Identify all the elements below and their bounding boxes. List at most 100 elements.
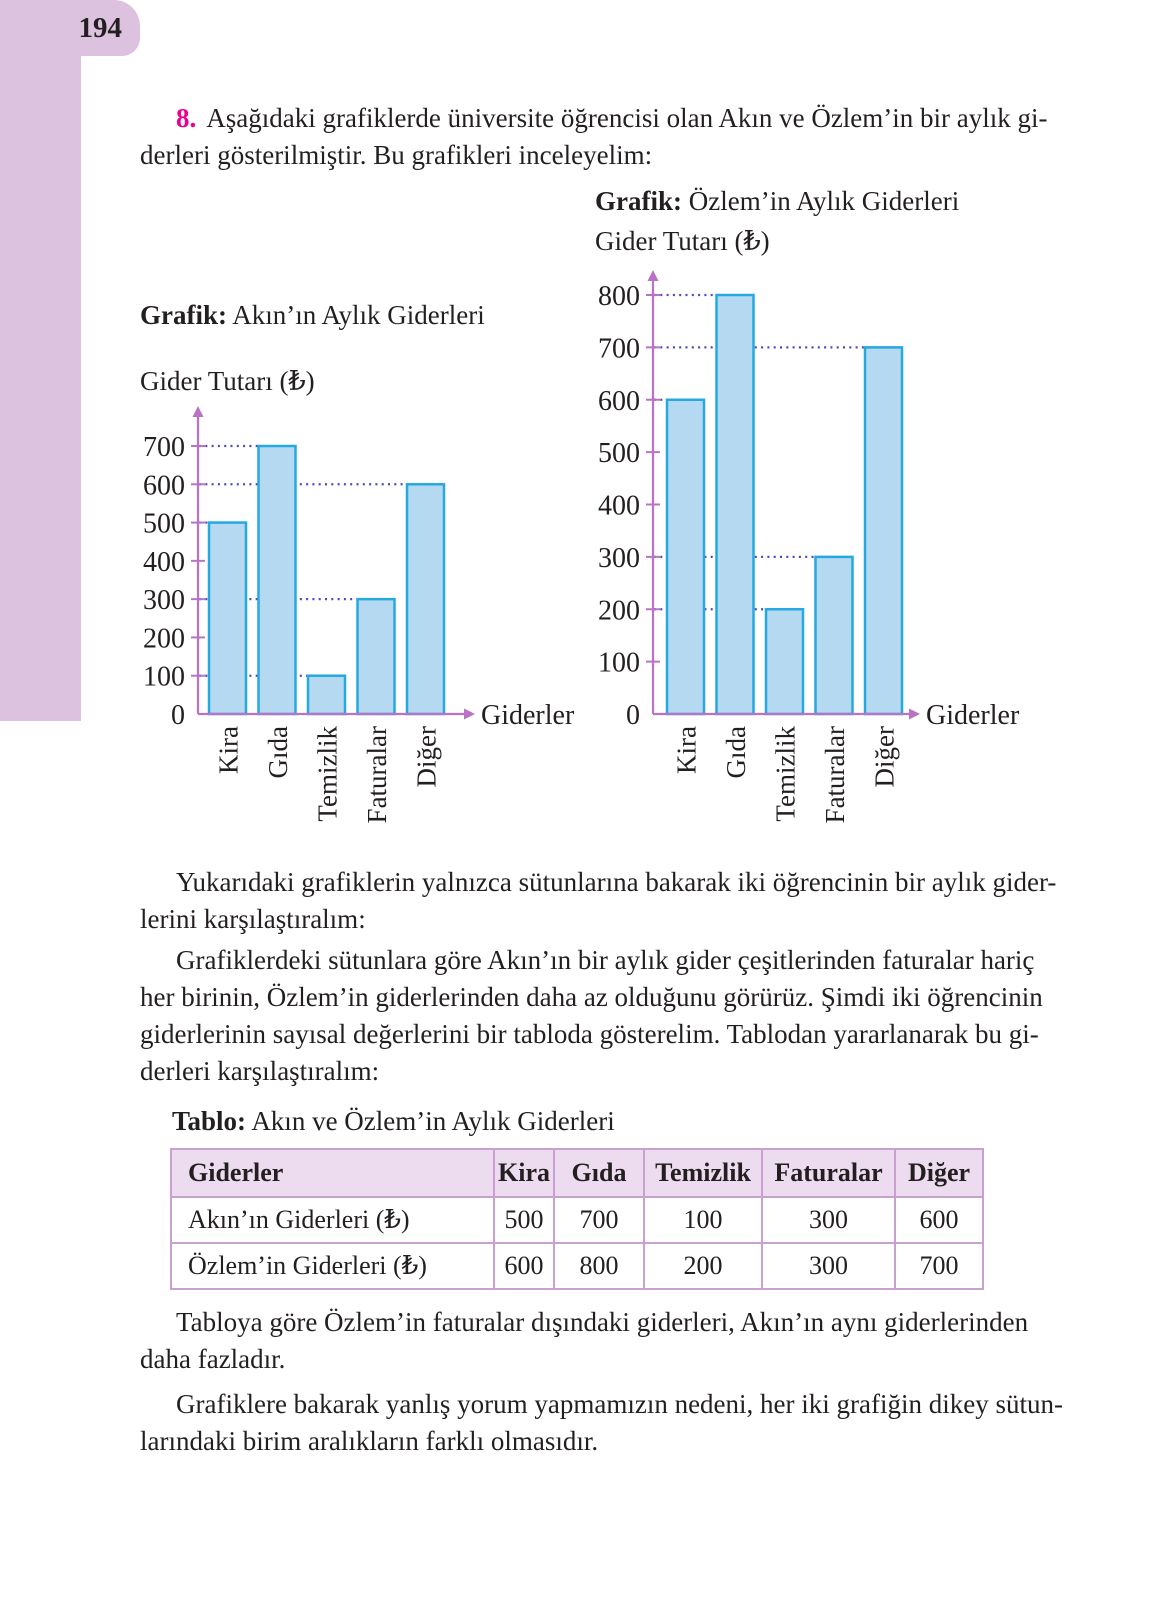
ozlem-expenses-bar-chart: 0 100 200 300 400 500 600 700 800 Kira Gıda Temizli… (598, 270, 1020, 823)
question-number: 8. (176, 103, 197, 133)
intro-line-1: 8. Aşağıdaki grafiklerde üniversite öğren… (140, 100, 1048, 137)
table-title-prefix: Tablo: (172, 1106, 247, 1136)
cell-ozlem-kira: 600 (493, 1242, 555, 1290)
paragraph-line: derleri karşılaştıralım: (140, 1056, 380, 1086)
table-header-row: Giderler Kira Gıda Temizlik Faturalar Di… (170, 1148, 984, 1198)
y-tick-label: 200 (598, 595, 640, 626)
intro-line-2: derleri gösterilmiştir. Bu grafikleri in… (140, 140, 653, 170)
x-axis-arrow-icon (909, 708, 920, 720)
y-tick-label: 600 (598, 386, 640, 417)
table-title: Tablo: Akın ve Özlem’in Aylık Giderleri (172, 1106, 615, 1137)
cell-ozlem-gida: 800 (553, 1242, 645, 1290)
y-tick-label: 100 (143, 662, 185, 693)
margin-strip (0, 0, 81, 721)
y-tick-label: 400 (143, 547, 185, 578)
y-tick-label: 500 (598, 438, 640, 469)
col-header-gida: Gıda (553, 1148, 645, 1198)
page-number-badge: 194 (0, 0, 140, 56)
paragraph-line: lerini karşılaştıralım: (140, 904, 366, 934)
ozlem-y-axis-label: Gider Tutarı (₺) (595, 226, 770, 256)
x-category-label-Diğer: Diğer (870, 726, 900, 787)
intro-paragraph: 8. Aşağıdaki grafiklerde üniversite öğren… (140, 100, 1048, 174)
x-category-label-Gıda: Gıda (263, 726, 293, 779)
x-axis-title: Giderler (481, 700, 575, 731)
bar-Gıda (257, 444, 297, 716)
col-header-diger: Diğer (894, 1148, 984, 1198)
akin-chart-title-text: Akın’ın Aylık Giderleri (232, 300, 485, 330)
y-tick-label: 500 (143, 509, 185, 540)
bar-Diğer (405, 483, 446, 716)
expenses-table-grid: Giderler Kira Gıda Temizlik Faturalar Di… (170, 1148, 984, 1290)
bar-Temizlik (764, 608, 805, 716)
cell-ozlem-faturalar: 300 (761, 1242, 896, 1290)
cell-ozlem-diger: 700 (894, 1242, 984, 1290)
cell-akin-kira: 500 (493, 1196, 555, 1244)
paragraph-line: her birinin, Özlem’in giderlerinden daha… (140, 982, 1043, 1012)
x-category-label-Diğer: Diğer (412, 726, 442, 787)
y-tick-label: 200 (143, 623, 185, 654)
explanation-paragraph: Grafiklere bakarak yanlış yorum yapmamız… (140, 1386, 1063, 1460)
paragraph-line: Tabloya göre Özlem’in faturalar dışındak… (176, 1307, 1029, 1337)
analysis-paragraph: Grafiklerdeki sütunlara göre Akın’ın bir… (140, 942, 1043, 1090)
paragraph-line: Grafiklere bakarak yanlış yorum yapmamız… (176, 1389, 1063, 1419)
paragraph-line: Grafiklerdeki sütunlara göre Akın’ın bir… (176, 945, 1035, 975)
cell-akin-gida: 700 (553, 1196, 645, 1244)
table-row-akin: Akın’ın Giderleri (₺) 500 700 100 300 60… (170, 1196, 984, 1244)
x-axis-title: Giderler (926, 700, 1020, 731)
col-header-faturalar: Faturalar (761, 1148, 896, 1198)
expenses-table: Giderler Kira Gıda Temizlik Faturalar Di… (170, 1148, 984, 1290)
col-header-giderler: Giderler (170, 1148, 495, 1198)
y-axis-arrow-icon (192, 406, 204, 417)
row-label-ozlem: Özlem’in Giderleri (₺) (170, 1242, 495, 1290)
table-title-text: Akın ve Özlem’in Aylık Giderleri (251, 1106, 615, 1136)
akin-chart-title: Grafik: Akın’ın Aylık Giderleri (140, 300, 485, 331)
cell-ozlem-temizlik: 200 (643, 1242, 763, 1290)
paragraph-line: giderlerinin sayısal değerlerini bir tab… (140, 1019, 1039, 1049)
paragraph-line: daha fazladır. (140, 1344, 286, 1374)
y-tick-label: 800 (598, 281, 640, 312)
bar-Kira (665, 398, 706, 716)
x-category-label-Temizlik: Temizlik (313, 726, 343, 822)
col-header-temizlik: Temizlik (643, 1148, 763, 1198)
y-tick-label: 300 (143, 585, 185, 616)
col-header-kira: Kira (493, 1148, 555, 1198)
x-category-label-Kira: Kira (214, 726, 244, 774)
cell-akin-diger: 600 (894, 1196, 984, 1244)
row-label-akin: Akın’ın Giderleri (₺) (170, 1196, 495, 1244)
paragraph-line: larındaki birim aralıkların farklı olmas… (140, 1426, 599, 1456)
y-tick-label: 300 (598, 543, 640, 574)
table-row-ozlem: Özlem’in Giderleri (₺) 600 800 200 300 7… (170, 1242, 984, 1290)
x-category-label-Gıda: Gıda (721, 726, 751, 779)
akin-expenses-bar-chart: 0 100 200 300 400 500 600 700 Kira Gıda Temizlik Fa… (143, 406, 575, 823)
bar-Diğer (863, 346, 904, 716)
y-tick-label: 0 (626, 700, 640, 731)
y-axis-arrow-icon (647, 270, 659, 281)
ozlem-chart-title-prefix: Grafik: (595, 186, 682, 216)
y-tick-label: 100 (598, 648, 640, 679)
y-tick-label: 0 (171, 700, 185, 731)
intro-line-1-text: Aşağıdaki grafiklerde üniversite öğrenci… (206, 103, 1048, 133)
y-tick-label: 700 (598, 333, 640, 364)
conclusion-paragraph: Tabloya göre Özlem’in faturalar dışındak… (140, 1304, 1029, 1378)
x-category-label-Kira: Kira (672, 726, 702, 774)
ozlem-chart-title: Grafik: Özlem’in Aylık Giderleri (595, 186, 959, 217)
y-tick-label: 600 (143, 470, 185, 501)
x-category-label-Temizlik: Temizlik (771, 726, 801, 822)
bar-Faturalar (814, 555, 854, 716)
cell-akin-temizlik: 100 (643, 1196, 763, 1244)
page-number: 194 (78, 12, 123, 44)
ozlem-chart-title-text: Özlem’in Aylık Giderleri (688, 186, 960, 216)
y-tick-label: 400 (598, 491, 640, 522)
cell-akin-faturalar: 300 (761, 1196, 896, 1244)
x-category-label-Faturalar: Faturalar (362, 726, 392, 823)
compare-paragraph: Yukarıdaki grafiklerin yalnızca sütunlar… (140, 864, 1056, 938)
akin-y-axis-label: Gider Tutarı (₺) (140, 366, 315, 396)
akin-chart-title-prefix: Grafik: (140, 300, 227, 330)
bar-Gıda (715, 293, 755, 716)
bar-Kira (207, 521, 248, 716)
bar-Temizlik (306, 674, 347, 716)
y-tick-label: 700 (143, 432, 185, 463)
x-axis-arrow-icon (464, 708, 475, 720)
x-category-label-Faturalar: Faturalar (820, 726, 850, 823)
